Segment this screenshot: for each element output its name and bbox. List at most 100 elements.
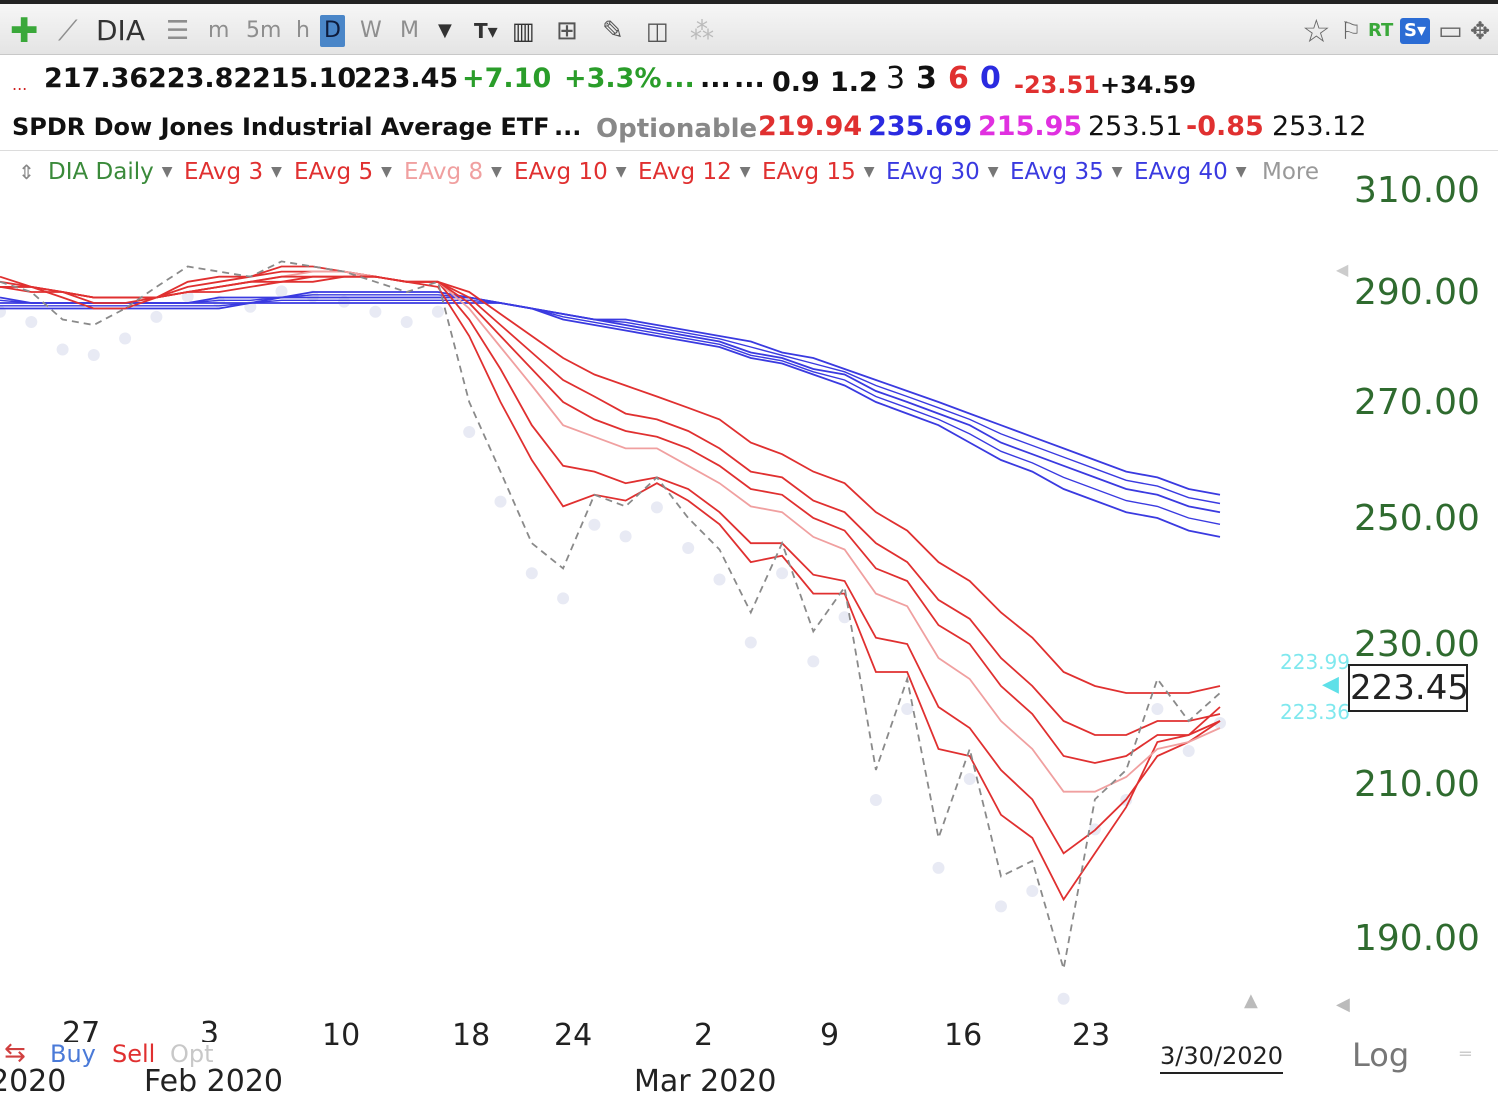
rt-label[interactable]: RT: [1368, 20, 1394, 41]
low-marker-dot: [557, 592, 570, 605]
legend-eavg-3[interactable]: EAvg 3 ▼: [184, 152, 282, 192]
move-icon[interactable]: ✥: [1470, 17, 1491, 45]
legend-label: EAvg 35: [1010, 159, 1104, 185]
legend-eavg-5[interactable]: EAvg 5 ▼: [294, 152, 392, 192]
series-line-eavg-12: [0, 275, 1221, 736]
low-marker-dot: [494, 495, 507, 508]
symbol-field[interactable]: DIA: [96, 14, 145, 47]
low-marker-dot: [682, 542, 695, 554]
optionable-label: Optionable: [596, 114, 758, 144]
legend-eavg-40[interactable]: EAvg 40 ▼: [1134, 152, 1247, 192]
sell-button[interactable]: Sell: [112, 1040, 156, 1068]
y-tick-label: 310.00: [1354, 170, 1480, 211]
legend-series-label: DIA Daily: [48, 159, 154, 185]
interval-h[interactable]: h: [296, 18, 310, 43]
y-tick-label: 270.00: [1354, 382, 1480, 423]
low-marker-dot: [744, 636, 757, 649]
series-ribbon-line: [0, 299, 1221, 505]
s-button[interactable]: S▾: [1400, 18, 1430, 44]
legend-eavg-15[interactable]: EAvg 15 ▼: [762, 152, 875, 192]
low-marker-dot: [338, 295, 351, 308]
low-marker-dot: [400, 316, 413, 328]
x-tick-label: 23: [1072, 1018, 1111, 1053]
interval-5m[interactable]: 5m: [246, 18, 282, 43]
legend-eavg-35[interactable]: EAvg 35 ▼: [1010, 152, 1123, 192]
legend-eavg-10[interactable]: EAvg 10 ▼: [514, 152, 627, 192]
quote-ellipsis: ...: [12, 75, 28, 94]
interval-w[interactable]: W: [360, 18, 382, 43]
low-marker-dot: [650, 501, 663, 514]
low-marker-dot: [306, 290, 319, 303]
flag-icon[interactable]: ⚐: [1340, 17, 1362, 45]
legend-eavg-12[interactable]: EAvg 12 ▼: [638, 152, 751, 192]
interval-d[interactable]: D: [320, 15, 345, 47]
scroll-left-top-icon[interactable]: ◀: [1336, 260, 1349, 279]
legend-sort-icon[interactable]: ⇕: [18, 160, 35, 184]
low-marker-dot: [275, 285, 288, 298]
legend-eavg-8[interactable]: EAvg 8 ▼: [404, 152, 502, 192]
pin-icon[interactable]: ⟋: [58, 14, 78, 47]
header-divider: [0, 150, 1498, 151]
low-marker-dot: [1182, 745, 1195, 757]
scroll-left-icon[interactable]: ◀: [1336, 994, 1350, 1015]
x-tick-label: 9: [820, 1018, 840, 1053]
opt-button[interactable]: Opt: [170, 1040, 214, 1068]
interval-m[interactable]: m: [208, 18, 230, 43]
quote-change: +7.10: [462, 63, 552, 94]
quote-close: 223.45: [354, 63, 459, 94]
share-icon[interactable]: ⁂: [690, 17, 714, 45]
quote-ellipsis-3: ...: [734, 63, 765, 94]
low-marker-dot: [713, 573, 726, 586]
quote-ellipsis-green: ...: [664, 63, 695, 94]
interval-month[interactable]: M: [400, 18, 419, 43]
window-border: [0, 0, 1498, 4]
draw-pencil-icon[interactable]: ✎: [602, 16, 624, 46]
x-tick-label: 16: [944, 1018, 983, 1053]
add-icon[interactable]: ✚: [10, 11, 39, 51]
legend-label: EAvg 15: [762, 159, 856, 185]
scroll-up-icon[interactable]: ▲: [1244, 990, 1258, 1011]
security-dots: ...: [554, 113, 582, 141]
legend-eavg-30[interactable]: EAvg 30 ▼: [886, 152, 999, 192]
quote-c2: 3: [916, 61, 937, 96]
quote-c3: 6: [948, 61, 969, 96]
list-icon[interactable]: ☰: [166, 16, 190, 46]
y-tick-label: 230.00: [1354, 624, 1480, 665]
quote-c1: 3: [886, 61, 906, 96]
log-scale-button[interactable]: Log: [1352, 1036, 1410, 1074]
add-indicator-icon[interactable]: ⊞: [556, 16, 578, 46]
dropdown-arrow-icon: ▼: [863, 164, 875, 180]
trade-icon[interactable]: ⇆: [4, 1038, 26, 1068]
buy-button[interactable]: Buy: [50, 1040, 96, 1068]
low-marker-dot: [463, 426, 476, 438]
quote-change-pct: +3.3%: [564, 63, 662, 94]
legend-label: EAvg 10: [514, 159, 608, 185]
x-tick-label: 10: [322, 1018, 361, 1053]
low-marker-dot: [1151, 703, 1164, 715]
series-line-eavg-5: [0, 270, 1221, 855]
low-marker-dot: [869, 794, 882, 806]
menu-lines-icon[interactable]: ═: [1460, 1044, 1471, 1065]
series-line-eavg-35: [0, 296, 1221, 514]
info-p6: 253.12: [1272, 111, 1367, 142]
low-marker-dot: [776, 567, 789, 580]
text-tool-icon[interactable]: T▾: [474, 19, 498, 43]
bar-chart-icon[interactable]: ▥: [512, 17, 535, 45]
low-marker-dot: [838, 611, 851, 624]
x-month-label: 2020: [0, 1064, 67, 1099]
star-icon[interactable]: ☆: [1302, 12, 1331, 50]
interval-dropdown-icon[interactable]: ▼: [438, 20, 452, 41]
security-name: SPDR Dow Jones Industrial Average ETF: [12, 113, 550, 141]
eraser-icon[interactable]: ◫: [646, 17, 669, 45]
legend-series-dia-daily[interactable]: DIA Daily ▼: [48, 152, 173, 192]
x-tick-label: 24: [554, 1018, 593, 1053]
legend-label: EAvg 3: [184, 159, 264, 185]
dropdown-arrow-icon: ▼: [381, 164, 392, 180]
last-price-arrow-icon: ◀: [1322, 672, 1339, 697]
low-marker-dot: [1026, 885, 1039, 897]
legend-more-button[interactable]: More: [1262, 159, 1320, 185]
dropdown-arrow-icon: ▼: [615, 164, 627, 180]
window-icon[interactable]: ▭: [1438, 16, 1463, 46]
series-line-eavg-40: [0, 302, 1221, 496]
